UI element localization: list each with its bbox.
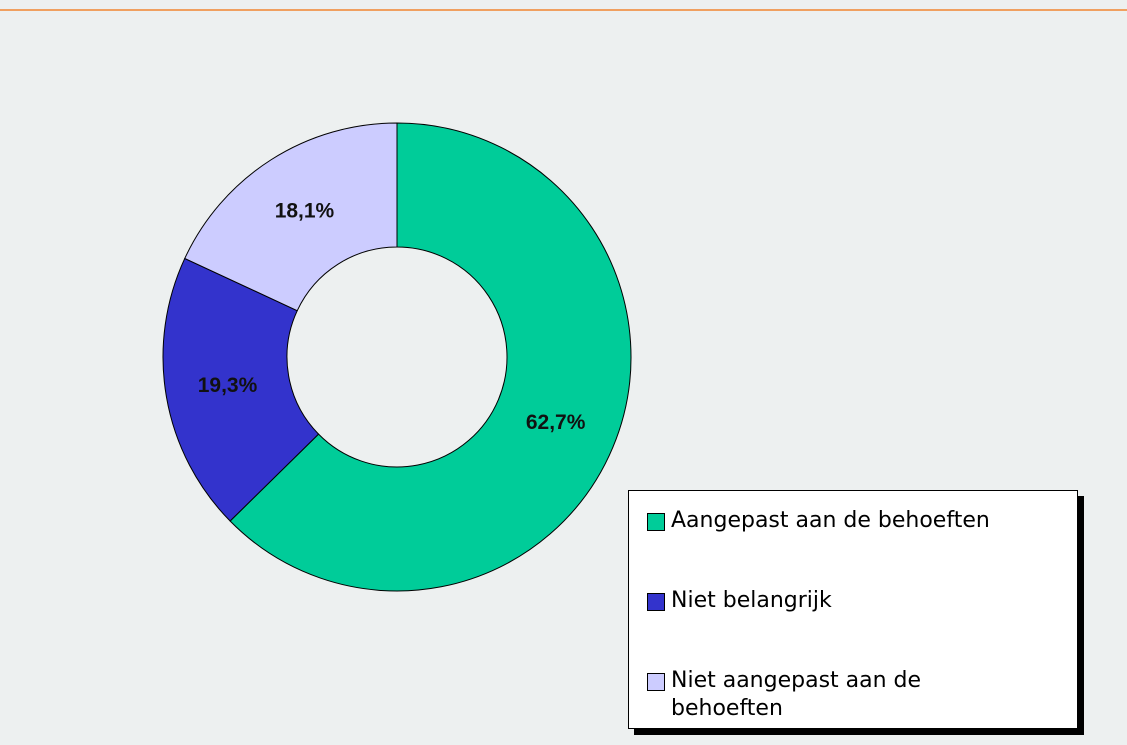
legend-entry: Niet belangrijk [647, 587, 1067, 615]
legend: Aangepast aan de behoeften Niet belangrij… [628, 490, 1078, 729]
legend-label: Aangepast aan de behoeften [671, 508, 990, 533]
legend-entry: Niet aangepast aan de behoeften [647, 667, 1067, 723]
donut [162, 122, 632, 592]
legend-label: Niet belangrijk [671, 588, 832, 613]
legend-swatch [647, 673, 665, 691]
legend-entry: Aangepast aan de behoeften [647, 507, 1067, 535]
slice [184, 122, 398, 312]
slice [229, 122, 632, 592]
data-label: 19,3% [198, 374, 258, 397]
legend-swatch [647, 513, 665, 531]
data-label: 18,1% [275, 200, 335, 223]
data-label: 62,7% [526, 411, 586, 434]
legend-label: Niet aangepast aan de behoeften [671, 668, 922, 721]
slice [162, 257, 320, 522]
legend-swatch [647, 593, 665, 611]
